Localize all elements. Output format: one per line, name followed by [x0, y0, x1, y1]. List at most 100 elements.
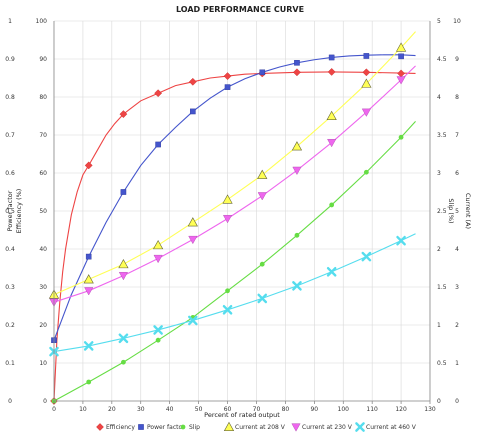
data-point-current-at-230-v	[327, 139, 337, 148]
legend-swatch	[355, 422, 365, 432]
data-point-power-factor	[294, 60, 300, 66]
data-point-current-at-208-v	[118, 258, 129, 269]
x-tick-label: 30	[137, 406, 145, 413]
chart-title: LOAD PERFORMANCE CURVE	[176, 5, 304, 14]
axis-layer: 0 10 20 30 40 50 60 70 80 90 100 110 120 13000.10.20.…	[5, 18, 472, 413]
data-point-power-factor	[155, 141, 161, 148]
legend-item-current-at-460-v: Current at 460 V	[355, 422, 417, 432]
axis-title-right-inner: Slip (%)	[447, 198, 455, 223]
y-tick-label-right-inner: 3	[437, 170, 441, 177]
y-tick-label-right-outer: 3	[455, 284, 459, 291]
x-tick-label: 130	[424, 406, 436, 413]
marker-stroke	[257, 293, 268, 304]
y-tick-label-right-outer: 4	[455, 246, 459, 253]
data-point-current-at-230-v	[188, 235, 198, 245]
data-point-efficiency	[154, 89, 163, 98]
y-tick-label-right-outer: 5	[455, 208, 459, 215]
y-tick-label-right-inner: 5	[437, 18, 441, 25]
legend-item-power-factor: Power factor	[138, 424, 185, 431]
x-tick-label: 50	[195, 406, 203, 413]
y-tick-label-right-inner: 2	[437, 246, 441, 253]
axis-title-left-inner: Efficiency (%)	[15, 189, 23, 234]
data-point-efficiency	[223, 72, 232, 80]
marker-stroke	[222, 305, 233, 315]
data-point-current-at-208-v	[326, 110, 337, 120]
y-tick-label-left-outer: 0.2	[5, 322, 15, 329]
data-point-efficiency	[327, 68, 336, 76]
data-point-current-at-460-v	[292, 281, 302, 291]
legend-item-slip: Slip	[180, 424, 200, 431]
legend-label: Power factor	[147, 424, 185, 431]
y-tick-label-right-outer: 0	[455, 398, 459, 405]
y-tick-label-left-inner: 100	[36, 18, 48, 25]
data-point-current-at-460-v	[153, 325, 163, 335]
marker-stroke	[326, 267, 337, 277]
data-point-current-at-208-v	[83, 274, 94, 284]
y-tick-label-left-inner: 90	[39, 56, 47, 63]
marker-stroke	[355, 422, 365, 432]
y-tick-label-left-inner: 0	[43, 398, 47, 405]
data-point-power-factor	[398, 53, 404, 60]
data-point-slip	[259, 261, 265, 267]
data-point-power-factor	[224, 84, 231, 90]
y-tick-label-right-outer: 2	[455, 322, 459, 329]
data-point-slip	[363, 169, 369, 175]
data-point-power-factor	[328, 54, 335, 61]
y-tick-label-right-outer: 8	[455, 94, 459, 101]
data-point-efficiency	[188, 77, 197, 86]
data-point-current-at-230-v	[396, 76, 406, 85]
x-tick-label: 60	[224, 406, 232, 413]
legend-swatch	[291, 423, 301, 432]
y-tick-label-left-outer: 0.1	[5, 360, 15, 367]
y-tick-label-left-outer: 0.3	[5, 284, 15, 291]
y-tick-label-right-outer: 6	[455, 170, 459, 177]
x-tick-label: 80	[282, 406, 290, 413]
data-point-current-at-208-v	[222, 194, 233, 204]
data-point-current-at-208-v	[153, 239, 164, 250]
data-point-efficiency	[362, 68, 371, 77]
series-line-current-at-230-v	[53, 65, 416, 303]
y-tick-label-right-inner: 4	[437, 94, 441, 101]
data-point-current-at-208-v	[361, 78, 372, 88]
data-point-current-at-208-v	[187, 217, 198, 227]
marker-stroke	[292, 281, 302, 291]
data-point-current-at-460-v	[326, 267, 337, 277]
legend-swatch	[138, 424, 144, 430]
x-tick-label: 0	[52, 406, 56, 413]
y-tick-label-left-inner: 30	[39, 284, 47, 291]
y-tick-label-right-inner: 2.5	[437, 208, 447, 215]
x-tick-label: 70	[253, 406, 261, 413]
data-point-current-at-460-v	[188, 315, 198, 326]
y-tick-label-left-inner: 40	[39, 246, 47, 253]
data-point-power-factor	[190, 108, 196, 115]
data-point-current-at-230-v	[257, 192, 267, 201]
series-line-current-at-460-v	[53, 233, 416, 353]
y-tick-label-left-outer: 0.6	[5, 170, 15, 177]
y-tick-label-right-inner: 1.5	[437, 284, 447, 291]
series-line-slip	[53, 120, 416, 402]
y-tick-label-left-inner: 20	[39, 322, 47, 329]
data-point-slip	[398, 134, 404, 140]
x-tick-label: 100	[338, 406, 350, 413]
x-axis-label: Percent of rated output	[204, 411, 280, 419]
y-tick-label-left-outer: 0.9	[5, 56, 15, 63]
y-tick-label-left-outer: 0.8	[5, 94, 15, 101]
data-point-current-at-230-v	[361, 108, 371, 117]
data-point-slip	[294, 232, 300, 238]
x-tick-label: 10	[79, 406, 87, 413]
data-point-current-at-230-v	[292, 166, 302, 175]
axis-title-right-outer: Current (A)	[464, 193, 472, 229]
y-tick-label-left-inner: 60	[39, 170, 47, 177]
series-line-efficiency	[53, 71, 416, 402]
y-tick-label-right-outer: 9	[455, 56, 459, 63]
data-point-efficiency	[84, 161, 93, 170]
legend-label: Slip	[189, 424, 200, 431]
data-point-current-at-208-v	[257, 169, 268, 179]
legend-swatch	[223, 421, 235, 431]
marker-stroke	[83, 341, 94, 351]
data-point-current-at-460-v	[118, 333, 129, 344]
y-tick-label-right-inner: 1	[437, 322, 441, 329]
curve-layer	[53, 31, 416, 402]
y-tick-label-left-outer: 1	[8, 18, 12, 25]
